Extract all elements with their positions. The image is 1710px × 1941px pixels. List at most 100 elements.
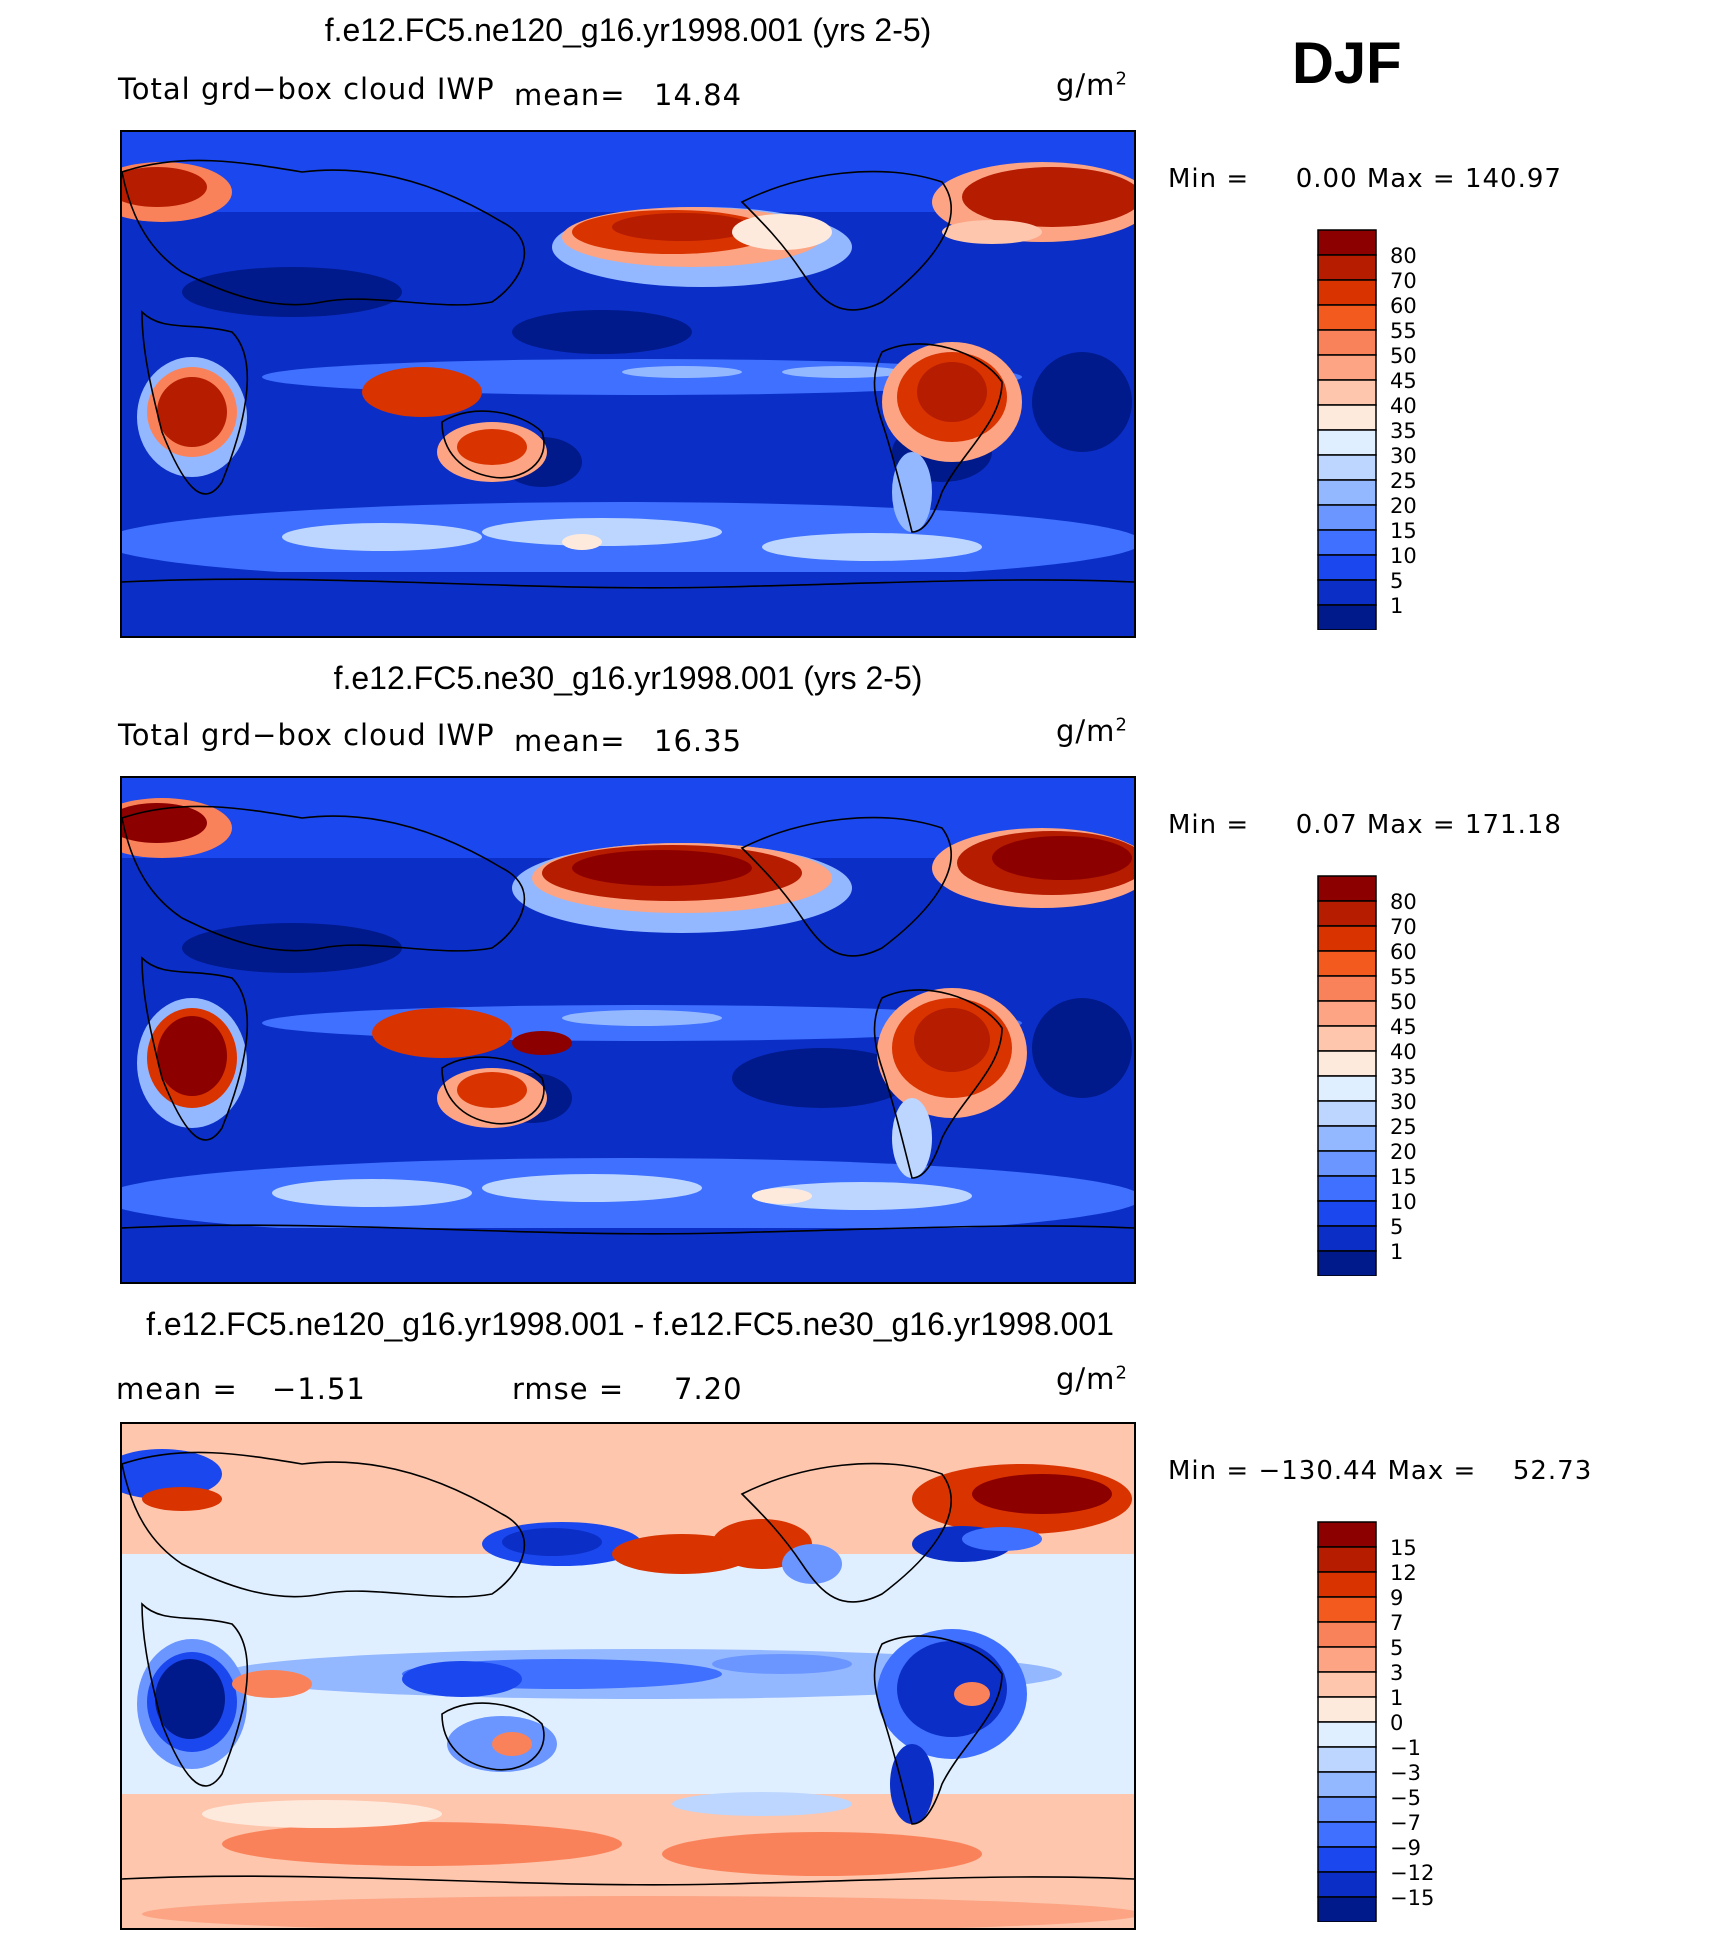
colorbar-swatch: [1317, 1250, 1377, 1276]
colorbar-swatch: [1317, 329, 1377, 356]
colorbar-level-label: 35: [1390, 1065, 1417, 1089]
colorbar-swatch: [1317, 950, 1377, 977]
colorbar-level-label: 80: [1390, 244, 1417, 268]
panel3-mean-label: mean =: [116, 1372, 238, 1406]
colorbar-level-label: 60: [1390, 940, 1417, 964]
colorbar-level-label: 30: [1390, 444, 1417, 468]
colorbar-swatch: [1317, 975, 1377, 1002]
colorbar-swatch: [1317, 604, 1377, 630]
colorbar-swatch: [1317, 304, 1377, 331]
colorbar-level-label: 55: [1390, 319, 1417, 343]
colorbar-swatch: [1317, 1696, 1377, 1723]
panel2-max-value: 171.18: [1464, 810, 1562, 840]
colorbar-swatch: [1317, 1075, 1377, 1102]
colorbar-swatch: [1317, 354, 1377, 381]
panel3-max-value: 52.73: [1512, 1456, 1593, 1486]
colorbar-level-label: 5: [1390, 569, 1403, 593]
colorbar-level-label: 20: [1390, 494, 1417, 518]
colorbar-swatch: [1317, 1200, 1377, 1227]
panel1-title: f.e12.FC5.ne120_g16.yr1998.001 (yrs 2-5): [324, 12, 932, 48]
colorbar-level-label: 10: [1390, 544, 1417, 568]
panel1-min-label: Min =: [1168, 164, 1250, 194]
colorbar-swatch: [1317, 1846, 1377, 1873]
colorbar-swatch: [1317, 279, 1377, 306]
colorbar-level-label: −3: [1390, 1761, 1421, 1785]
panel1-variable-label: Total grd−box cloud IWP: [118, 72, 495, 106]
colorbar-level-label: −15: [1390, 1886, 1434, 1910]
colorbar-level-label: 30: [1390, 1090, 1417, 1114]
colorbar-level-label: 1: [1390, 594, 1403, 618]
colorbar-level-label: 7: [1390, 1611, 1403, 1635]
colorbar-level-label: 40: [1390, 394, 1417, 418]
colorbar-swatch: [1317, 379, 1377, 406]
colorbar-swatch: [1317, 1821, 1377, 1848]
colorbar-level-label: 45: [1390, 1015, 1417, 1039]
colorbar-swatch: [1317, 1771, 1377, 1798]
colorbar-swatch: [1317, 454, 1377, 481]
colorbar-level-label: 3: [1390, 1661, 1403, 1685]
panel3-title: f.e12.FC5.ne120_g16.yr1998.001 - f.e12.F…: [146, 1306, 1114, 1342]
panel1-units: g/m2: [1056, 68, 1128, 102]
colorbar-level-label: −5: [1390, 1786, 1421, 1810]
colorbar-swatch: [1317, 1125, 1377, 1152]
panel3-max-label: Max =: [1387, 1456, 1477, 1486]
panel2-minmax: Min = 0.07 Max = 171.18: [1168, 810, 1562, 840]
panel1-mean-value: 14.84: [654, 78, 743, 112]
colorbar-swatch: [1317, 1546, 1377, 1573]
colorbar-swatch: [1317, 1225, 1377, 1252]
panel1-max-label: Max =: [1366, 164, 1456, 194]
colorbar-level-label: 1: [1390, 1686, 1403, 1710]
colorbar-swatch: [1317, 404, 1377, 431]
panel2-map: [120, 776, 1136, 1284]
colorbar-swatch: [1317, 1646, 1377, 1673]
colorbar-swatch: [1317, 429, 1377, 456]
panel1-map: [120, 130, 1136, 638]
panel3-units: g/m2: [1056, 1362, 1128, 1396]
colorbar-level-label: 35: [1390, 419, 1417, 443]
panel3-map: [120, 1422, 1136, 1930]
colorbar-swatch: [1317, 1000, 1377, 1027]
colorbar-level-label: 25: [1390, 469, 1417, 493]
colorbar-swatch: [1317, 1721, 1377, 1748]
panel2-min-label: Min =: [1168, 810, 1250, 840]
colorbar-level-label: 50: [1390, 344, 1417, 368]
colorbar-level-label: −1: [1390, 1736, 1421, 1760]
season-label: DJF: [1292, 31, 1402, 96]
panel2-mean-value: 16.35: [654, 724, 743, 758]
panel3-rmse-value: 7.20: [674, 1372, 743, 1406]
colorbar-swatch: [1317, 1150, 1377, 1177]
colorbar-level-label: 1: [1390, 1240, 1403, 1264]
colorbar-level-label: 45: [1390, 369, 1417, 393]
colorbar-level-label: 70: [1390, 915, 1417, 939]
panel3-minmax: Min = −130.44 Max = 52.73: [1168, 1456, 1592, 1486]
colorbar-swatch: [1317, 579, 1377, 606]
colorbar-swatch: [1317, 900, 1377, 927]
panel2-mean-label: mean=: [514, 724, 626, 758]
colorbar-level-label: 25: [1390, 1115, 1417, 1139]
colorbar-swatch: [1317, 925, 1377, 952]
colorbar-swatch: [1317, 479, 1377, 506]
colorbar-swatch: [1317, 1025, 1377, 1052]
colorbar-swatch: [1317, 1596, 1377, 1623]
colorbar-level-label: 10: [1390, 1190, 1417, 1214]
panel1-minmax: Min = 0.00 Max = 140.97: [1168, 164, 1562, 194]
panel2-max-label: Max =: [1366, 810, 1456, 840]
colorbar-swatch: [1317, 1871, 1377, 1898]
colorbar-level-label: −9: [1390, 1836, 1421, 1860]
colorbar-level-label: −7: [1390, 1811, 1421, 1835]
panel3-rmse-label: rmse =: [512, 1372, 625, 1406]
colorbar-level-label: 20: [1390, 1140, 1417, 1164]
colorbar-swatch: [1317, 1621, 1377, 1648]
colorbar-swatch: [1317, 254, 1377, 281]
panel2-variable-label: Total grd−box cloud IWP: [118, 718, 495, 752]
colorbar-level-label: 70: [1390, 269, 1417, 293]
panel3-min-value: −130.44: [1258, 1456, 1379, 1486]
panel1-max-value: 140.97: [1464, 164, 1562, 194]
colorbar-swatch: [1317, 1100, 1377, 1127]
panel1-min-value: 0.00: [1295, 164, 1358, 194]
colorbar-level-label: 9: [1390, 1586, 1403, 1610]
colorbar-swatch: [1317, 1571, 1377, 1598]
colorbar-swatch: [1317, 504, 1377, 531]
